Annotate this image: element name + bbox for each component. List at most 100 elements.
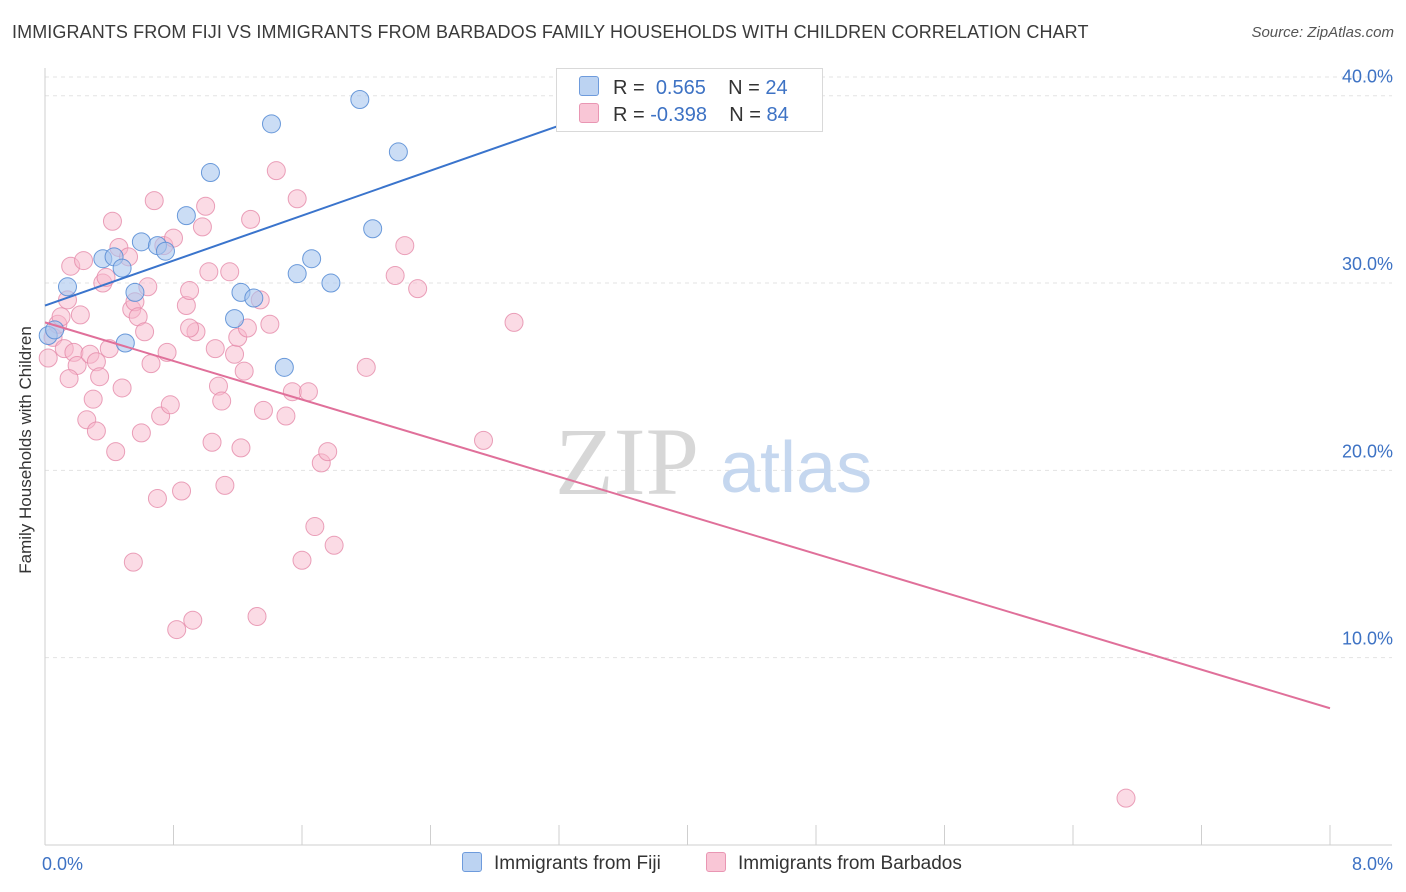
barbados-point	[356, 357, 376, 377]
legend-fiji-r-value: 0.565	[655, 77, 706, 99]
legend-fiji-n-label: N =	[728, 77, 760, 99]
source-credit: Source: ZipAtlas.com	[1251, 24, 1394, 41]
fiji-swatch	[579, 76, 599, 96]
fiji-point	[321, 273, 341, 293]
barbados-point	[192, 217, 212, 237]
watermark: ZIP atlas	[555, 408, 872, 515]
barbados-point	[504, 312, 524, 332]
fiji-point	[45, 320, 65, 340]
barbados-point	[172, 481, 192, 501]
y-tick-label: 30.0%	[1342, 254, 1393, 274]
fiji-point	[350, 89, 370, 109]
y-tick-label: 20.0%	[1342, 441, 1393, 461]
y-tick-label: 10.0%	[1342, 629, 1393, 649]
fiji-point	[225, 309, 245, 329]
legend-row-fiji: R = 0.565 N = 24	[579, 76, 788, 100]
barbados-point	[144, 191, 164, 211]
barbados-point	[247, 606, 267, 626]
barbados-point	[180, 281, 200, 301]
y-axis-label: Family Households with Children	[16, 326, 35, 574]
barbados-point	[131, 423, 151, 443]
fiji-point	[155, 241, 175, 261]
barbados-point	[202, 432, 222, 452]
barbados-point	[59, 369, 79, 389]
barbados-point	[287, 189, 307, 209]
series-barbados	[38, 161, 1136, 808]
barbados-point	[260, 314, 280, 334]
barbados-point	[196, 196, 216, 216]
barbados-point	[123, 552, 143, 572]
legend-row-barbados: R = -0.398 N = 84	[579, 103, 789, 127]
barbados-point	[220, 262, 240, 282]
barbados-point	[38, 348, 58, 368]
fiji-point	[287, 264, 307, 284]
fiji-point	[388, 142, 408, 162]
trend-lines	[44, 91, 1331, 710]
fiji-point	[363, 219, 383, 239]
barbados-point	[298, 382, 318, 402]
y-tick-label: 40.0%	[1342, 67, 1393, 87]
barbados-point	[237, 318, 257, 338]
barbados-point	[212, 391, 232, 411]
barbados-point	[292, 550, 312, 570]
barbados-point	[408, 279, 428, 299]
barbados-point	[167, 620, 187, 640]
bottom-legend-fiji-label: Immigrants from Fiji	[494, 853, 661, 874]
barbados-point	[86, 421, 106, 441]
barbados-point	[135, 322, 155, 342]
barbados-point	[231, 438, 251, 458]
barbados-point	[241, 209, 261, 229]
barbados-point	[324, 535, 344, 555]
fiji-point	[302, 249, 322, 269]
x-tick-label: 0.0%	[42, 854, 83, 874]
barbados-swatch	[579, 103, 599, 123]
fiji-point	[57, 277, 77, 297]
fiji-point	[131, 232, 151, 252]
correlation-legend: R = 0.565 N = 24 R = -0.398 N = 84	[556, 68, 823, 132]
fiji-point	[176, 206, 196, 226]
legend-fiji-n-value: 24	[765, 77, 788, 99]
legend-barbados-r-label: R =	[613, 104, 645, 126]
fiji-point	[274, 357, 294, 377]
barbados-point	[160, 395, 180, 415]
fiji-trend-line	[44, 91, 656, 307]
barbados-point	[234, 361, 254, 381]
bottom-legend-fiji: Immigrants from Fiji	[462, 852, 661, 875]
barbados-point	[225, 344, 245, 364]
barbados-point	[276, 406, 296, 426]
barbados-point	[112, 378, 132, 398]
fiji-point	[244, 288, 264, 308]
barbados-point	[318, 442, 338, 462]
fiji-point	[200, 163, 220, 183]
legend-barbados-n-value: 84	[766, 104, 789, 126]
tick-labels: 10.0% 20.0% 30.0% 40.0% 0.0% 8.0%	[42, 67, 1393, 874]
barbados-point	[474, 430, 494, 450]
barbados-point	[102, 211, 122, 231]
barbados-point	[106, 442, 126, 462]
barbados-point	[74, 251, 94, 271]
barbados-point	[141, 354, 161, 374]
bottom-legend-barbados: Immigrants from Barbados	[706, 852, 962, 875]
barbados-point	[147, 488, 167, 508]
barbados-point	[266, 161, 286, 181]
barbados-point	[83, 389, 103, 409]
barbados-point	[305, 517, 325, 537]
fiji-point	[112, 258, 132, 278]
fiji-point	[261, 114, 281, 134]
fiji-legend-swatch	[462, 852, 482, 872]
barbados-point	[70, 305, 90, 325]
chart-title: IMMIGRANTS FROM FIJI VS IMMIGRANTS FROM …	[12, 22, 1089, 42]
barbados-point	[1116, 788, 1136, 808]
barbados-point	[385, 266, 405, 286]
barbados-point	[215, 475, 235, 495]
barbados-legend-swatch	[706, 852, 726, 872]
legend-barbados-r-value: -0.398	[650, 104, 707, 126]
legend-barbados-n-label: N =	[729, 104, 761, 126]
barbados-point	[395, 236, 415, 256]
watermark-zip: ZIP	[555, 408, 699, 515]
watermark-atlas: atlas	[720, 428, 872, 508]
x-tick-label: 8.0%	[1352, 854, 1393, 874]
barbados-point	[180, 318, 200, 338]
bottom-legend-barbados-label: Immigrants from Barbados	[738, 853, 962, 874]
